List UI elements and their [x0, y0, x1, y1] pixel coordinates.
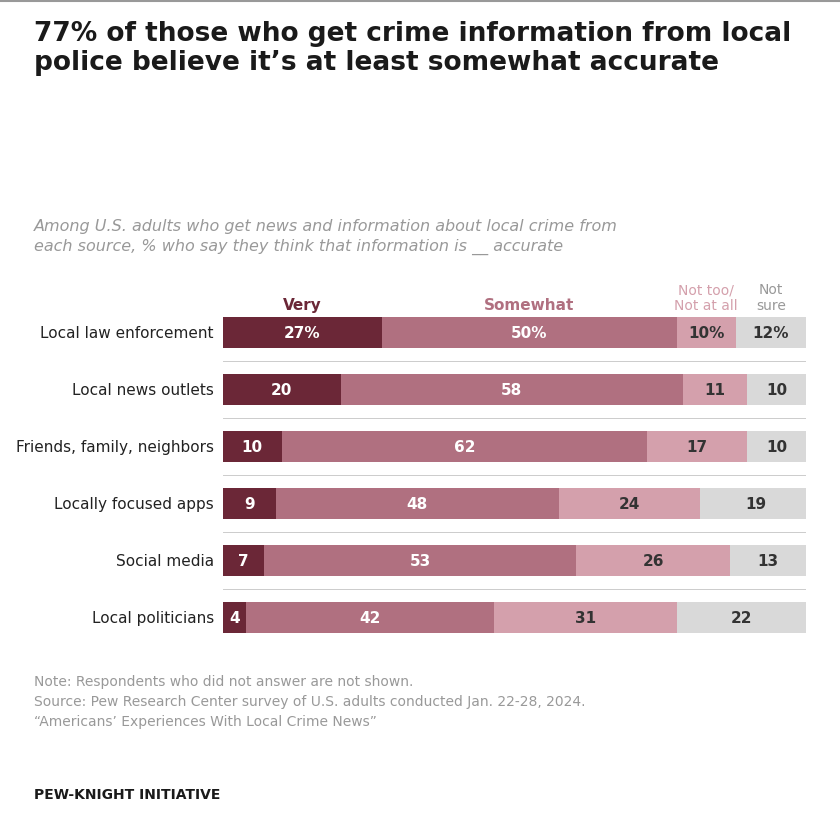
Bar [223, 545, 264, 576]
Text: 10%: 10% [688, 326, 724, 341]
Bar [677, 602, 806, 633]
Text: 77% of those who get crime information from local
police believe it’s at least s: 77% of those who get crime information f… [34, 21, 790, 75]
Text: 13: 13 [758, 553, 779, 568]
Bar [730, 545, 806, 576]
Bar [748, 375, 806, 406]
Text: Somewhat: Somewhat [484, 298, 575, 313]
Bar [276, 488, 559, 519]
Bar [340, 375, 683, 406]
Text: 48: 48 [407, 496, 428, 511]
Text: 7: 7 [238, 553, 249, 568]
Text: PEW-KNIGHT INITIATIVE: PEW-KNIGHT INITIATIVE [34, 787, 220, 801]
Text: 50%: 50% [511, 326, 548, 341]
Text: Social media: Social media [116, 553, 213, 568]
Bar [559, 488, 701, 519]
Text: Among U.S. adults who get news and information about local crime from
each sourc: Among U.S. adults who get news and infor… [34, 219, 617, 255]
Bar [683, 375, 748, 406]
Text: 11: 11 [705, 383, 726, 398]
Bar [223, 602, 246, 633]
Text: 17: 17 [687, 440, 708, 455]
Text: 19: 19 [746, 496, 767, 511]
Bar [223, 488, 276, 519]
Text: 53: 53 [410, 553, 431, 568]
Text: 24: 24 [619, 496, 640, 511]
Text: 42: 42 [360, 610, 381, 625]
Text: Note: Respondents who did not answer are not shown.
Source: Pew Research Center : Note: Respondents who did not answer are… [34, 674, 585, 728]
Text: Locally focused apps: Locally focused apps [54, 496, 213, 511]
Bar [382, 318, 677, 349]
Bar [736, 318, 806, 349]
Text: 10: 10 [766, 440, 787, 455]
Text: 12%: 12% [753, 326, 790, 341]
Bar [223, 432, 281, 463]
Text: 20: 20 [270, 383, 292, 398]
Text: Local politicians: Local politicians [92, 610, 213, 625]
Text: 9: 9 [244, 496, 255, 511]
Text: Very: Very [283, 298, 322, 313]
Bar [576, 545, 730, 576]
Text: 62: 62 [454, 440, 475, 455]
Bar [264, 545, 576, 576]
Text: Friends, family, neighbors: Friends, family, neighbors [16, 440, 213, 455]
Text: 31: 31 [575, 610, 596, 625]
Text: Local news outlets: Local news outlets [72, 383, 213, 398]
Bar [647, 432, 748, 463]
Bar [748, 432, 806, 463]
Text: 22: 22 [731, 610, 753, 625]
Bar [281, 432, 647, 463]
Text: 10: 10 [766, 383, 787, 398]
Text: 58: 58 [501, 383, 522, 398]
Bar [701, 488, 812, 519]
Text: 27%: 27% [284, 326, 321, 341]
Text: 4: 4 [229, 610, 239, 625]
Bar [494, 602, 677, 633]
Text: Not
sure: Not sure [756, 283, 786, 313]
Bar [223, 375, 340, 406]
Text: 26: 26 [643, 553, 664, 568]
Bar [223, 318, 382, 349]
Bar [677, 318, 736, 349]
Text: Local law enforcement: Local law enforcement [40, 326, 213, 341]
Bar [246, 602, 494, 633]
Text: 10: 10 [242, 440, 263, 455]
Text: Not too/
Not at all: Not too/ Not at all [675, 283, 738, 313]
